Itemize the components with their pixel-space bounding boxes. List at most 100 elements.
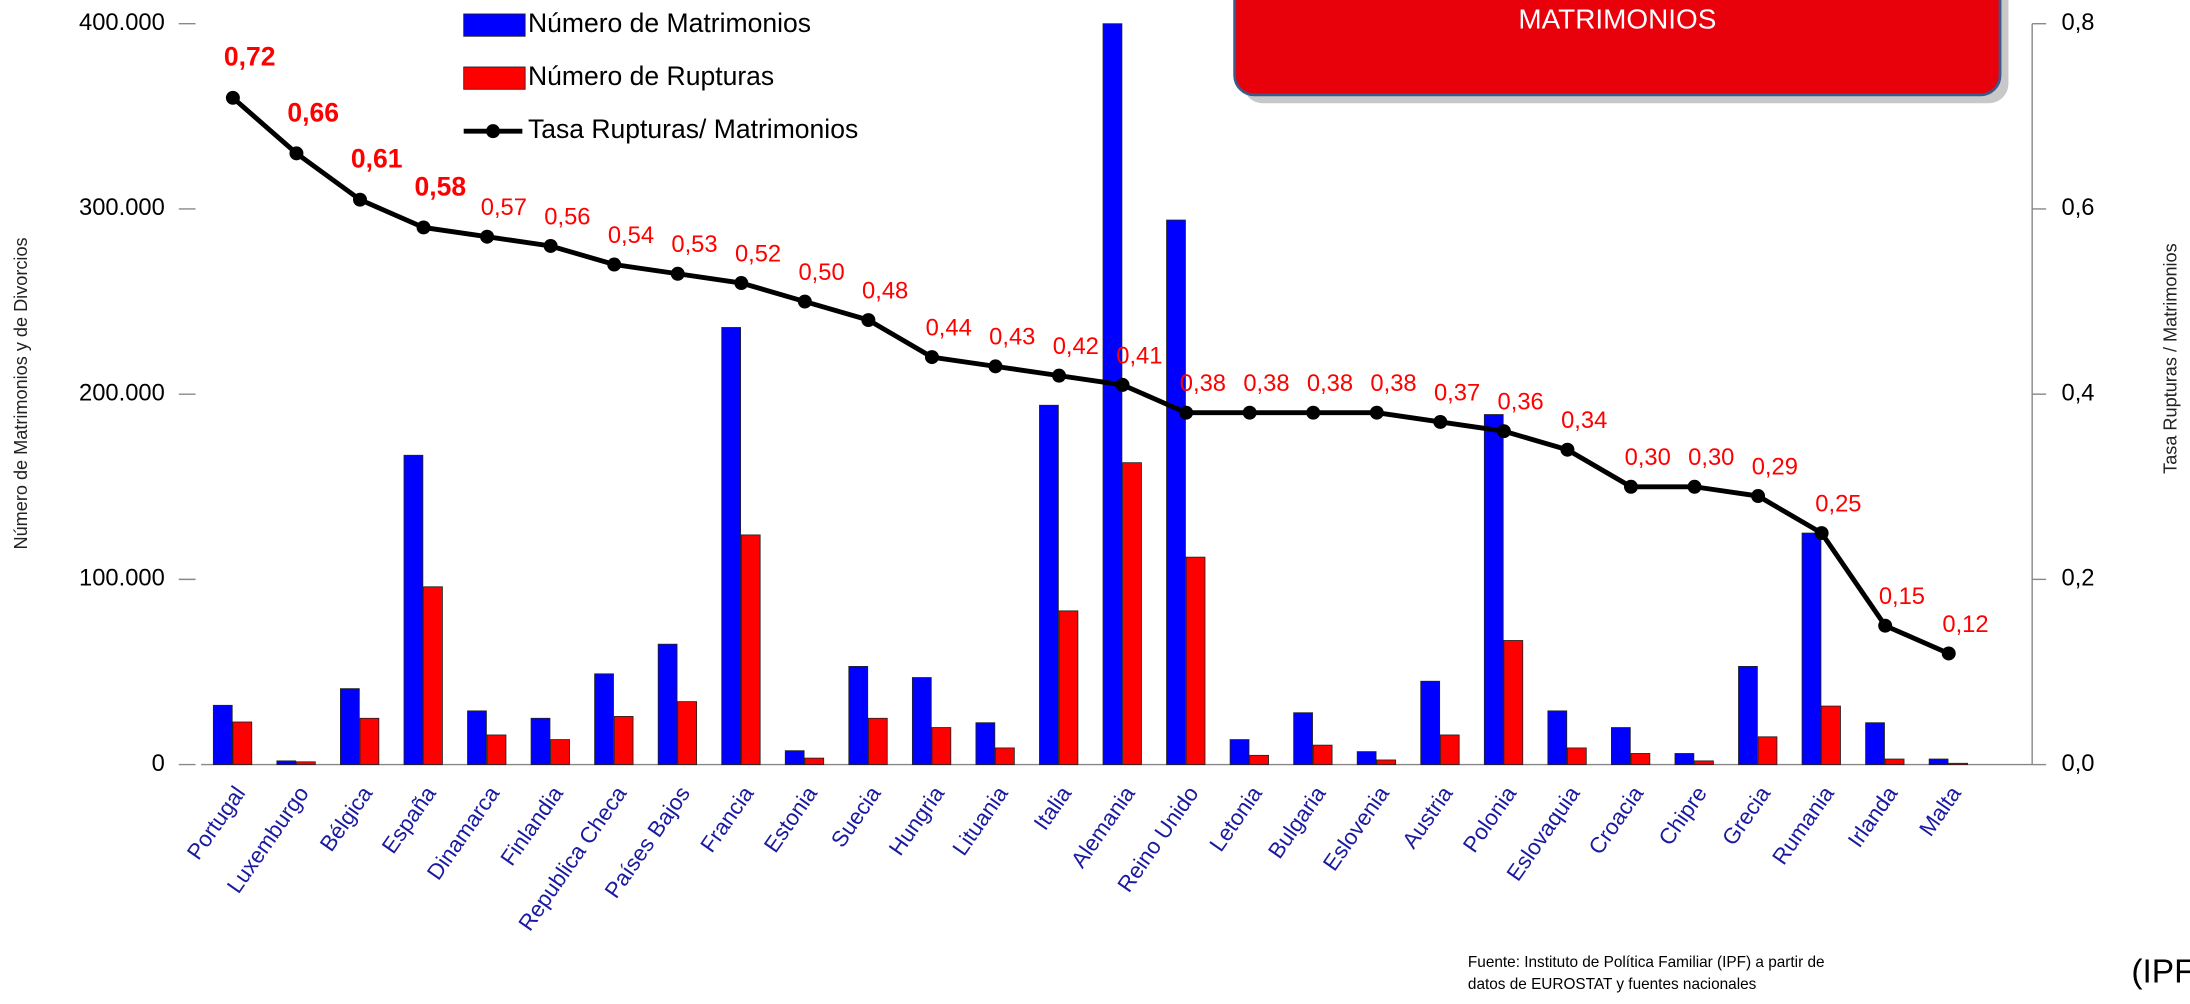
x-tick-label: Polonia: [1458, 781, 1522, 857]
bar: [1694, 760, 1714, 766]
data-label: 0,38: [1243, 371, 1289, 397]
data-label: 0,54: [608, 223, 654, 249]
bar: [740, 534, 761, 766]
bar: [1249, 754, 1269, 766]
bar: [486, 734, 507, 766]
x-tick-label: Letonia: [1204, 781, 1267, 856]
rate-point: [1941, 646, 1956, 661]
rate-point: [734, 276, 749, 291]
data-label: 0,43: [989, 325, 1035, 351]
bar: [340, 688, 360, 766]
data-label: 0,52: [735, 241, 781, 267]
bar: [613, 716, 634, 766]
data-label: 0,38: [1180, 371, 1226, 397]
data-label: 0,42: [1053, 334, 1099, 360]
bar: [657, 643, 678, 766]
data-label: 0,72: [224, 42, 276, 72]
banner: [1233, 0, 2002, 97]
x-tick-label: Lituania: [947, 781, 1013, 860]
bar: [1674, 753, 1695, 766]
x-tick-label: Italia: [1029, 781, 1077, 834]
bar: [1483, 414, 1504, 766]
bar: [1376, 759, 1397, 766]
data-label: 0,58: [414, 171, 466, 201]
legend-swatch: [463, 13, 526, 37]
x-tick-label: Austria: [1397, 781, 1458, 853]
rate-point: [543, 239, 558, 253]
bar: [1611, 727, 1631, 766]
data-label: 0,41: [1116, 343, 1162, 369]
bar: [784, 750, 805, 766]
bar: [423, 586, 443, 766]
bar: [848, 666, 869, 766]
data-label: 0,61: [351, 144, 403, 174]
bar: [1865, 722, 1885, 766]
source-text: Fuente: Instituto de Política Familiar (…: [1468, 954, 1825, 971]
rate-point: [607, 257, 622, 272]
bar: [931, 727, 952, 766]
x-tick-label: Rumania: [1767, 781, 1839, 869]
bar: [804, 757, 825, 766]
bar: [212, 704, 233, 766]
rate-point: [480, 229, 495, 244]
banner-text: MATRIMONIOS: [1518, 3, 1716, 34]
rate-point: [1687, 479, 1702, 494]
bar: [530, 717, 551, 766]
data-label: 0,44: [926, 315, 972, 341]
bar: [1503, 640, 1524, 766]
source-text: datos de EUROSTAT y fuentes nacionales: [1468, 976, 1757, 993]
bar: [1567, 747, 1587, 766]
rate-point: [1878, 618, 1893, 633]
bar: [1948, 762, 1968, 766]
bar: [1420, 680, 1441, 766]
y-tick-label: 300.000: [79, 195, 165, 221]
x-tick-label: Grecia: [1717, 781, 1776, 850]
bar: [1821, 705, 1841, 766]
rate-point: [1179, 405, 1194, 420]
bar: [1166, 219, 1186, 766]
rate-point: [797, 294, 812, 309]
bar: [276, 760, 297, 766]
y-tick-label: 400.000: [79, 10, 165, 36]
bar: [1439, 734, 1460, 766]
bar: [1547, 710, 1568, 766]
bar: [1293, 712, 1313, 766]
y-axis-title: Número de Matrimonios y de Divorcios: [11, 237, 31, 549]
x-tick-label: Malta: [1914, 781, 1966, 841]
x-tick-label: Croacia: [1584, 781, 1649, 859]
bar: [1229, 739, 1250, 766]
x-tick-label: Bélgica: [315, 781, 378, 856]
bar: [1884, 758, 1905, 766]
legend-label: Tasa Rupturas/ Matrimonios: [528, 114, 858, 144]
bar: [995, 747, 1015, 766]
legend-label: Número de Matrimonios: [528, 8, 811, 38]
rate-point: [1496, 424, 1511, 439]
x-tick-label: Irlanda: [1843, 781, 1903, 852]
y-tick-label: 100.000: [79, 566, 165, 592]
data-label: 0,48: [862, 278, 908, 304]
rate-point: [1433, 414, 1448, 429]
legend-label: Número de Rupturas: [528, 61, 774, 91]
rate-point: [1242, 405, 1257, 420]
bar: [1356, 751, 1377, 766]
bar: [1185, 556, 1206, 766]
rate-point: [670, 266, 685, 281]
rate-point: [1814, 526, 1829, 541]
rate-point: [1052, 368, 1067, 383]
bar: [1801, 532, 1822, 766]
bar: [296, 761, 316, 766]
data-label: 0,34: [1561, 408, 1607, 434]
bar: [721, 327, 742, 766]
rate-point: [924, 350, 939, 365]
bar: [1058, 610, 1079, 766]
rate-point: [1369, 405, 1384, 420]
rate-point: [861, 313, 876, 328]
data-label: 0,56: [544, 204, 590, 230]
data-label: 0,50: [799, 260, 845, 286]
bar: [550, 739, 570, 766]
rate-point: [225, 90, 240, 105]
side-note: (IPF,: [2131, 954, 2190, 991]
rate-point: [353, 192, 367, 207]
x-tick-label: Francia: [695, 781, 759, 857]
data-label: 0,36: [1498, 390, 1544, 416]
